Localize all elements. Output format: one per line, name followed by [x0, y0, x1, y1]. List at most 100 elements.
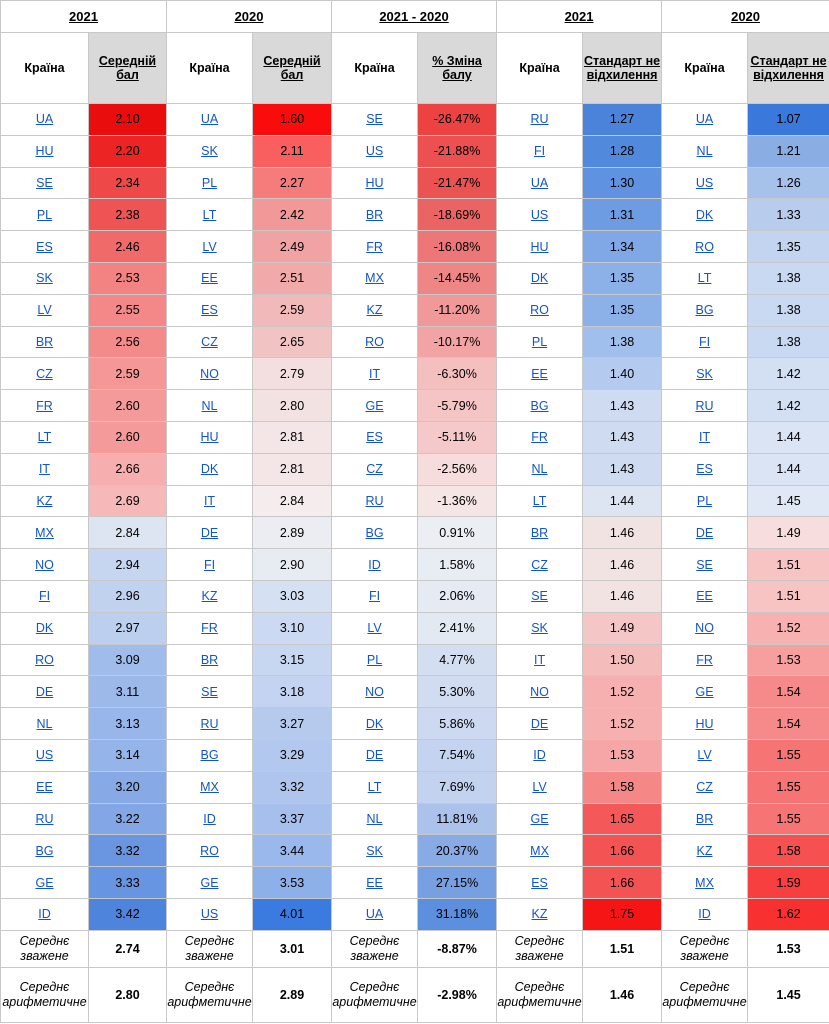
country-link[interactable]: FI: [661, 325, 749, 359]
country-link[interactable]: FI: [0, 579, 89, 613]
country-link[interactable]: BR: [496, 516, 584, 550]
country-link[interactable]: FR: [496, 420, 584, 454]
country-link[interactable]: GE: [166, 866, 254, 899]
country-link[interactable]: DE: [496, 707, 584, 740]
country-link[interactable]: ID: [661, 897, 749, 931]
country-link[interactable]: HU: [0, 134, 89, 168]
country-link[interactable]: UA: [661, 103, 749, 136]
country-link[interactable]: ES: [496, 866, 584, 899]
country-link[interactable]: ES: [0, 230, 89, 263]
country-link[interactable]: BG: [496, 389, 584, 422]
country-link[interactable]: NL: [661, 134, 749, 168]
country-link[interactable]: NO: [331, 675, 419, 709]
country-link[interactable]: BG: [331, 516, 419, 550]
country-link[interactable]: BR: [0, 325, 89, 359]
country-link[interactable]: RU: [0, 802, 89, 836]
country-link[interactable]: RU: [496, 103, 584, 136]
country-link[interactable]: KZ: [661, 834, 749, 868]
country-link[interactable]: DE: [166, 516, 254, 550]
country-link[interactable]: HU: [496, 230, 584, 263]
country-link[interactable]: ID: [0, 897, 89, 931]
country-link[interactable]: FI: [166, 548, 254, 581]
country-link[interactable]: EE: [331, 866, 419, 899]
country-link[interactable]: LV: [166, 230, 254, 263]
country-link[interactable]: SK: [331, 834, 419, 868]
country-link[interactable]: CZ: [496, 548, 584, 581]
country-link[interactable]: RO: [166, 834, 254, 868]
country-link[interactable]: LT: [331, 770, 419, 804]
country-link[interactable]: LV: [0, 293, 89, 327]
country-link[interactable]: BR: [661, 802, 749, 836]
country-link[interactable]: EE: [661, 579, 749, 613]
country-link[interactable]: HU: [331, 166, 419, 200]
country-link[interactable]: IT: [166, 484, 254, 518]
country-link[interactable]: NL: [0, 707, 89, 740]
country-link[interactable]: LV: [496, 770, 584, 804]
country-link[interactable]: LT: [496, 484, 584, 518]
country-link[interactable]: FI: [496, 134, 584, 168]
country-link[interactable]: NL: [496, 452, 584, 486]
country-link[interactable]: US: [661, 166, 749, 200]
country-link[interactable]: KZ: [331, 293, 419, 327]
country-link[interactable]: HU: [661, 707, 749, 740]
country-link[interactable]: SE: [496, 579, 584, 613]
country-link[interactable]: RU: [166, 707, 254, 740]
country-link[interactable]: DE: [0, 675, 89, 709]
country-link[interactable]: ID: [166, 802, 254, 836]
country-link[interactable]: BR: [331, 198, 419, 232]
country-link[interactable]: LT: [661, 261, 749, 295]
country-link[interactable]: PL: [0, 198, 89, 232]
country-link[interactable]: NL: [166, 389, 254, 422]
country-link[interactable]: SK: [0, 261, 89, 295]
country-link[interactable]: RO: [0, 643, 89, 677]
country-link[interactable]: NO: [0, 548, 89, 581]
country-link[interactable]: BG: [661, 293, 749, 327]
country-link[interactable]: PL: [331, 643, 419, 677]
country-link[interactable]: UA: [0, 103, 89, 136]
country-link[interactable]: US: [166, 897, 254, 931]
country-link[interactable]: KZ: [166, 579, 254, 613]
country-link[interactable]: MX: [496, 834, 584, 868]
country-link[interactable]: UA: [331, 897, 419, 931]
country-link[interactable]: US: [331, 134, 419, 168]
country-link[interactable]: GE: [0, 866, 89, 899]
country-link[interactable]: LV: [331, 611, 419, 645]
country-link[interactable]: NL: [331, 802, 419, 836]
country-link[interactable]: DK: [331, 707, 419, 740]
country-link[interactable]: GE: [496, 802, 584, 836]
country-link[interactable]: RO: [496, 293, 584, 327]
country-link[interactable]: FR: [166, 611, 254, 645]
country-link[interactable]: DK: [661, 198, 749, 232]
country-link[interactable]: MX: [661, 866, 749, 899]
country-link[interactable]: EE: [496, 357, 584, 391]
country-link[interactable]: CZ: [661, 770, 749, 804]
country-link[interactable]: NO: [661, 611, 749, 645]
country-link[interactable]: FI: [331, 579, 419, 613]
country-link[interactable]: NO: [166, 357, 254, 391]
country-link[interactable]: ID: [496, 738, 584, 772]
country-link[interactable]: RO: [661, 230, 749, 263]
country-link[interactable]: SE: [166, 675, 254, 709]
country-link[interactable]: MX: [0, 516, 89, 550]
country-link[interactable]: US: [496, 198, 584, 232]
country-link[interactable]: FR: [0, 389, 89, 422]
country-link[interactable]: IT: [661, 420, 749, 454]
country-link[interactable]: PL: [166, 166, 254, 200]
country-link[interactable]: CZ: [0, 357, 89, 391]
country-link[interactable]: CZ: [166, 325, 254, 359]
country-link[interactable]: LV: [661, 738, 749, 772]
country-link[interactable]: DE: [331, 738, 419, 772]
country-link[interactable]: ES: [166, 293, 254, 327]
country-link[interactable]: BR: [166, 643, 254, 677]
country-link[interactable]: RU: [331, 484, 419, 518]
country-link[interactable]: FR: [331, 230, 419, 263]
country-link[interactable]: CZ: [331, 452, 419, 486]
country-link[interactable]: ES: [661, 452, 749, 486]
country-link[interactable]: GE: [331, 389, 419, 422]
country-link[interactable]: SK: [661, 357, 749, 391]
country-link[interactable]: DK: [496, 261, 584, 295]
country-link[interactable]: ID: [331, 548, 419, 581]
country-link[interactable]: SK: [166, 134, 254, 168]
country-link[interactable]: RU: [661, 389, 749, 422]
country-link[interactable]: DE: [661, 516, 749, 550]
